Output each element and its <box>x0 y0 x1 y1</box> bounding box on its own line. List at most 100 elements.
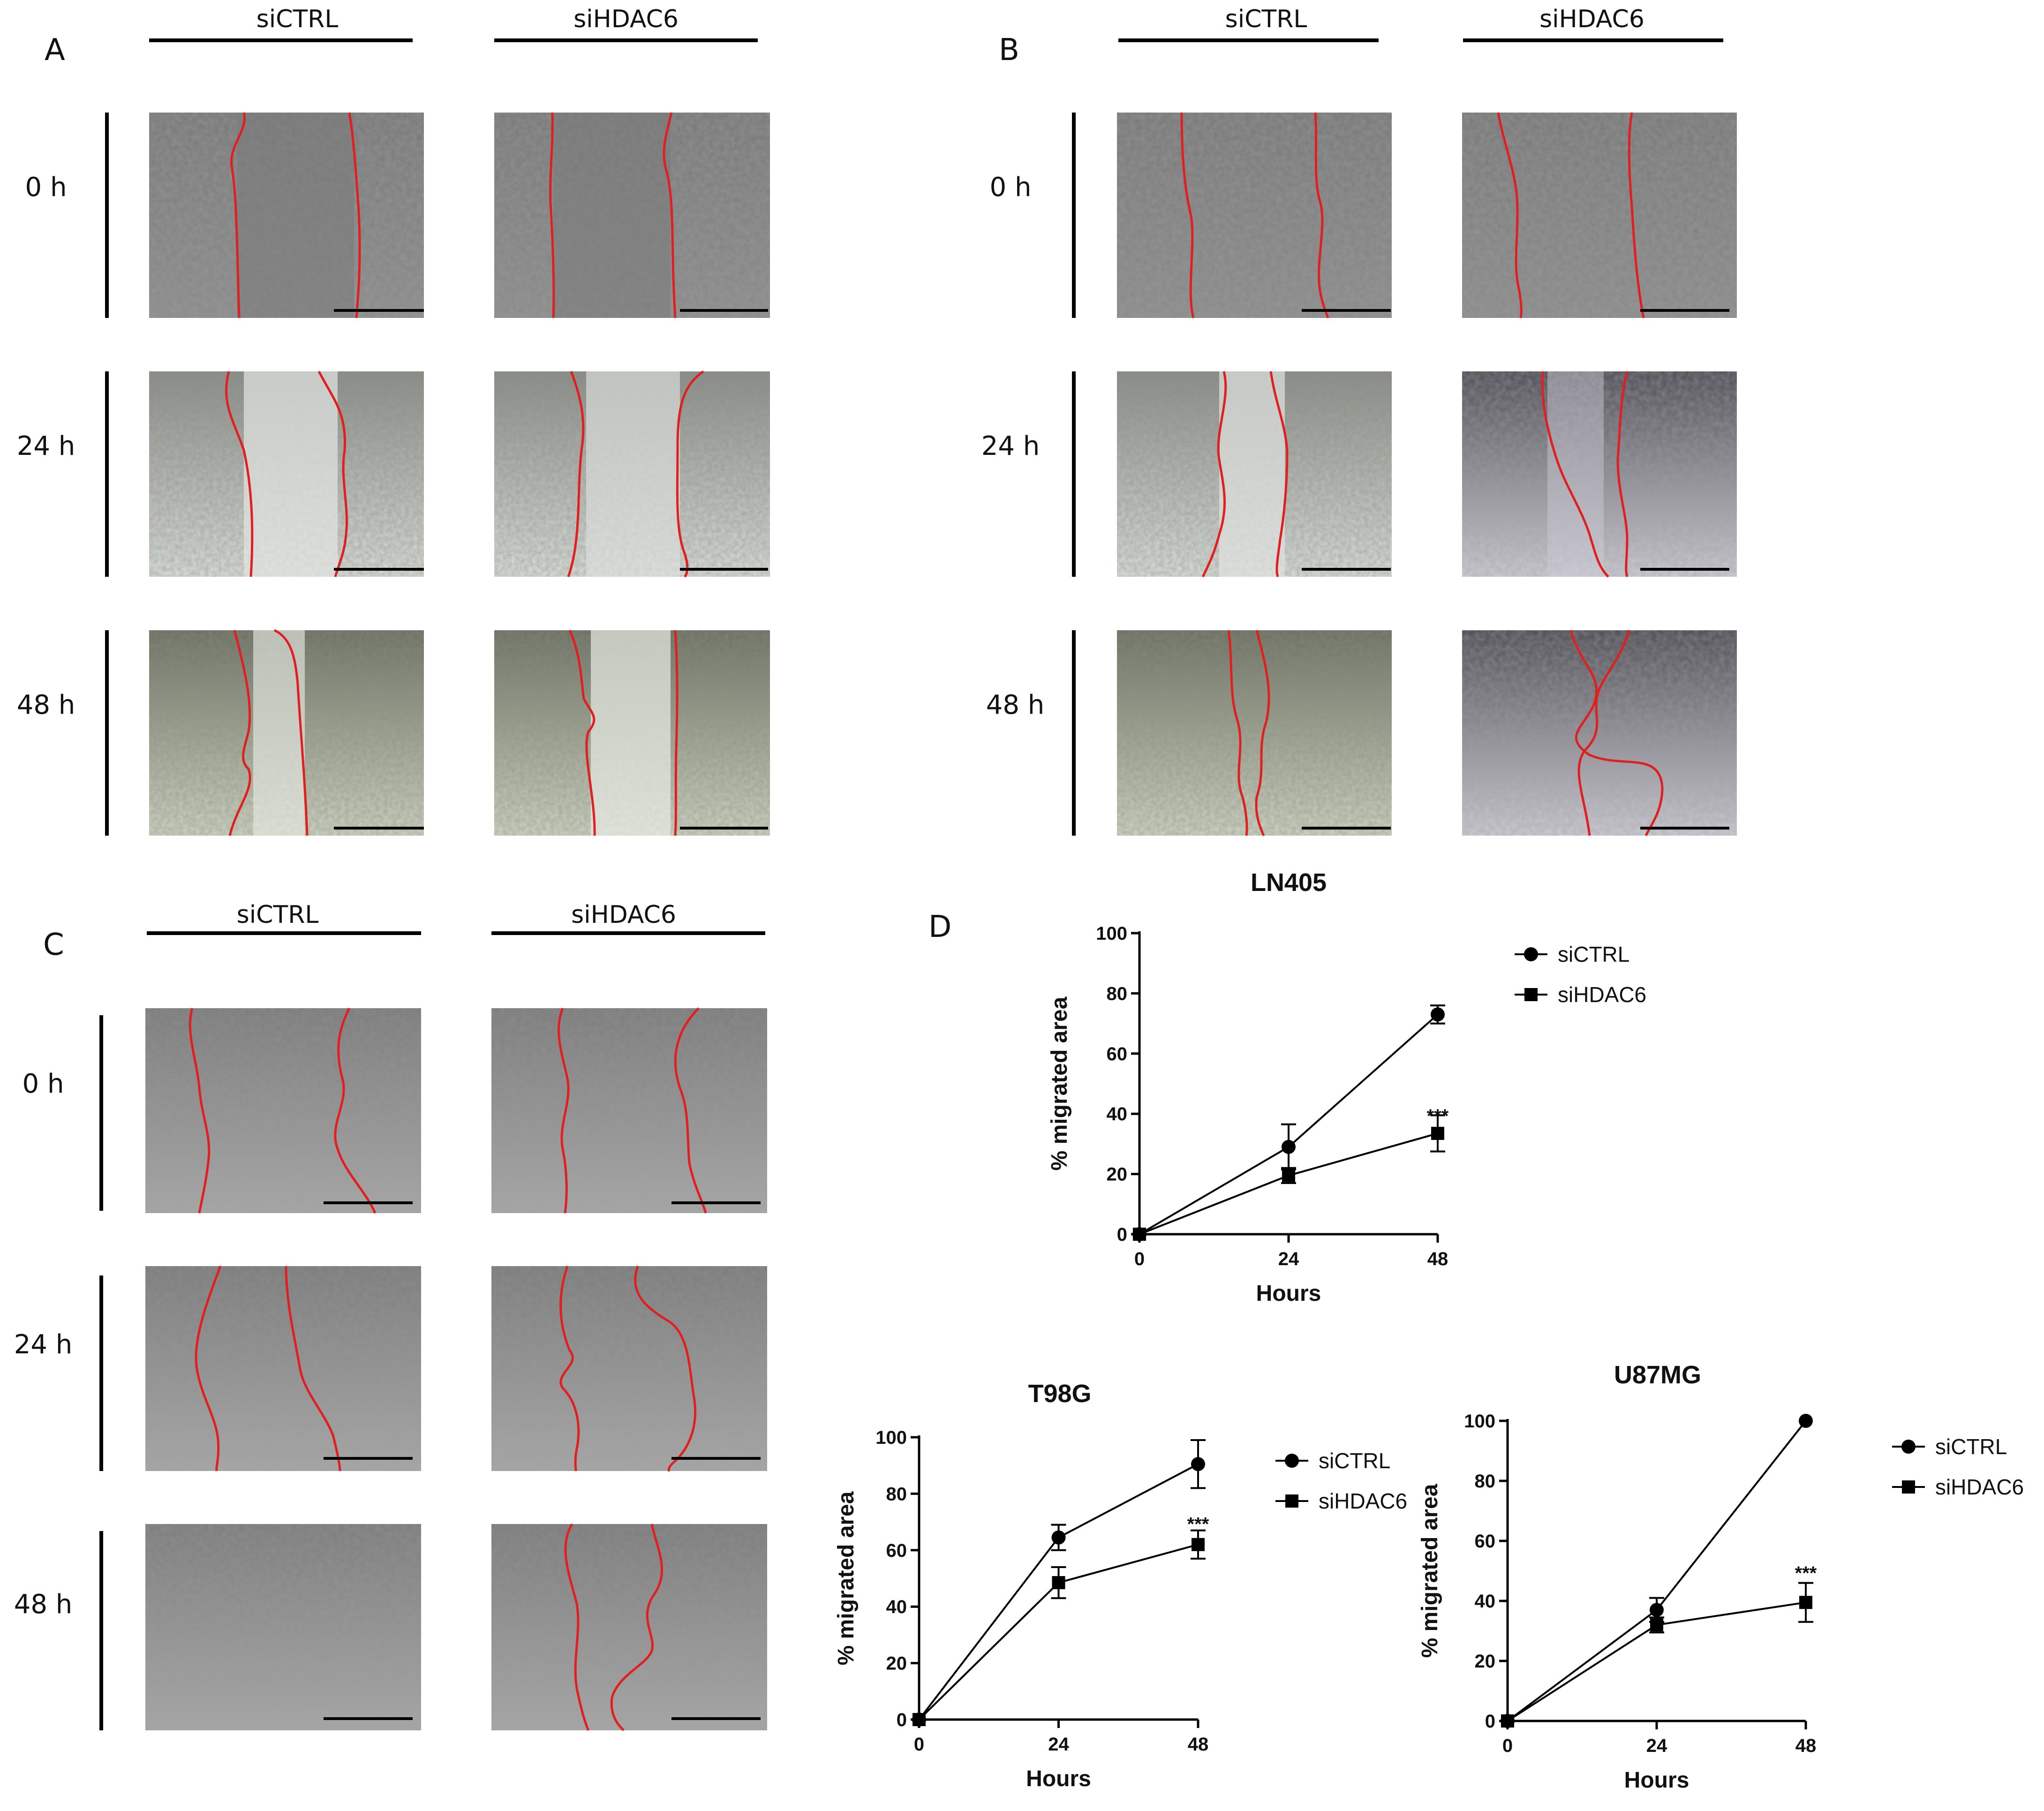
wound-edge <box>1255 630 1270 836</box>
wound-edge <box>1628 112 1645 318</box>
wound-edge <box>285 1266 341 1471</box>
wound-edge <box>189 1008 211 1214</box>
y-tick-label: 40 <box>1475 1591 1496 1612</box>
x-tick-label: 24 <box>1048 1734 1069 1755</box>
data-point-sictrl <box>1051 1530 1066 1545</box>
y-tick-label: 0 <box>1485 1711 1495 1732</box>
time-label-48h: 48 h <box>14 1589 73 1620</box>
y-tick-label: 40 <box>886 1597 907 1617</box>
legend-marker <box>1285 1494 1298 1508</box>
micrograph <box>491 1007 767 1214</box>
x-axis-label: Hours <box>1026 1766 1091 1791</box>
panel-letter-b: B <box>999 33 1019 68</box>
chart-title: T98G <box>1028 1380 1091 1408</box>
data-point-sihdac6 <box>913 1713 926 1726</box>
micrograph <box>1462 112 1737 318</box>
chart-title: U87MG <box>1614 1361 1701 1389</box>
wound-edge <box>273 629 309 836</box>
data-point-sihdac6 <box>1133 1228 1146 1241</box>
wound-edge <box>1314 112 1329 318</box>
time-label-24h: 24 h <box>17 431 75 461</box>
x-axis-label: Hours <box>1256 1281 1321 1306</box>
significance-label: *** <box>1795 1563 1817 1584</box>
wound-edge <box>1201 371 1227 578</box>
col-header-sihdac6: siHDAC6 <box>1539 5 1644 33</box>
data-point-sictrl <box>1431 1007 1445 1022</box>
y-tick-label: 40 <box>1107 1104 1128 1124</box>
wound-edge <box>195 1266 222 1471</box>
legend-marker <box>1901 1440 1916 1454</box>
wound-edge <box>225 371 254 577</box>
data-point-sihdac6 <box>1282 1169 1295 1182</box>
wound-edge <box>1497 112 1523 318</box>
micrograph <box>491 1266 767 1472</box>
panel-letter-c: C <box>43 928 64 962</box>
micrograph <box>491 1523 767 1731</box>
micrograph <box>1462 630 1737 837</box>
wound-edge <box>559 1266 580 1471</box>
time-label-48h: 48 h <box>17 690 75 720</box>
legend-label: siCTRL <box>1319 1449 1390 1473</box>
panel-c: C siCTRL siHDAC6 0 h 24 h 48 h <box>14 901 767 1731</box>
micrograph <box>149 112 424 318</box>
wound-edge <box>228 630 251 836</box>
data-point-sictrl <box>1282 1139 1296 1154</box>
y-tick-label: 80 <box>886 1484 907 1504</box>
y-tick-label: 20 <box>1475 1651 1496 1672</box>
significance-label: *** <box>1427 1106 1449 1126</box>
wound-edge <box>230 112 246 318</box>
x-tick-label: 0 <box>1134 1249 1145 1269</box>
micrograph <box>494 112 770 318</box>
wound-edge <box>610 1524 663 1731</box>
wound-edge <box>568 629 596 836</box>
data-point-sihdac6 <box>1192 1538 1205 1551</box>
legend-label: siCTRL <box>1935 1434 2007 1459</box>
series-line-sictrl <box>1507 1420 1807 1722</box>
y-tick-label: 80 <box>1475 1471 1496 1492</box>
wound-edge <box>1180 112 1195 318</box>
chart-title: LN405 <box>1251 868 1327 897</box>
col-header-sictrl: siCTRL <box>237 901 319 929</box>
time-label-24h: 24 h <box>14 1329 73 1360</box>
time-label-0h: 0 h <box>23 1069 64 1099</box>
x-tick-label: 48 <box>1427 1249 1448 1269</box>
wound-edge <box>567 371 585 577</box>
wound-edge <box>663 112 677 318</box>
legend-marker <box>1524 988 1538 1001</box>
chart-t98g: T98G 0 20 40 60 80 100 0 24 48 Hours % migrated are… <box>834 1380 1407 1791</box>
wound-edge <box>557 1008 570 1214</box>
y-tick-label: 20 <box>886 1653 907 1674</box>
data-point-sihdac6 <box>1799 1596 1812 1609</box>
y-tick-label: 60 <box>886 1540 907 1561</box>
legend-marker <box>1524 947 1538 961</box>
micrograph <box>145 1266 421 1471</box>
wound-edge <box>317 370 348 577</box>
y-tick-label: 0 <box>1117 1224 1127 1245</box>
wound-edge <box>1541 371 1609 578</box>
y-axis-label: % migrated area <box>834 1491 859 1665</box>
micrograph <box>1117 630 1392 836</box>
y-tick-label: 60 <box>1475 1531 1496 1552</box>
x-tick-label: 48 <box>1188 1734 1209 1755</box>
x-axis-label: Hours <box>1624 1768 1690 1793</box>
data-point-sihdac6 <box>1650 1618 1663 1632</box>
data-point-sihdac6 <box>1431 1126 1444 1140</box>
micrograph <box>1117 371 1392 578</box>
wound-edge <box>1616 371 1629 577</box>
legend-label: siHDAC6 <box>1558 982 1646 1007</box>
panel-letter-a: A <box>45 33 65 68</box>
time-label-0h: 0 h <box>25 172 67 203</box>
legend-label: siHDAC6 <box>1319 1489 1407 1513</box>
micrograph <box>149 629 424 836</box>
significance-label: *** <box>1187 1514 1209 1535</box>
wound-edge <box>676 370 704 578</box>
legend-label: siCTRL <box>1558 942 1629 966</box>
col-header-sihdac6: siHDAC6 <box>571 901 676 929</box>
y-tick-label: 0 <box>897 1710 907 1730</box>
x-tick-label: 24 <box>1278 1249 1299 1269</box>
y-tick-label: 100 <box>875 1427 907 1448</box>
micrograph <box>494 370 770 578</box>
data-point-sictrl <box>1191 1457 1205 1471</box>
wound-edge <box>674 1007 707 1214</box>
